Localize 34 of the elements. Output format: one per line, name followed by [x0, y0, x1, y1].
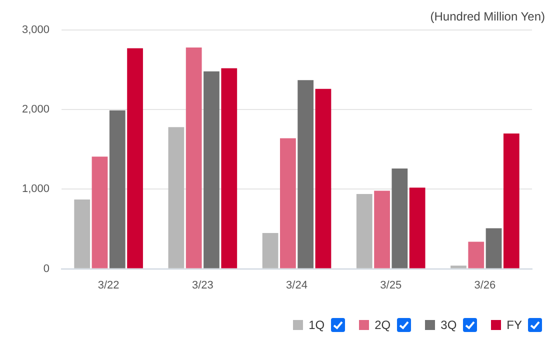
y-axis-title: (Hundred Million Yen)	[430, 9, 545, 24]
y-tick-label: 0	[43, 262, 50, 275]
bar	[315, 88, 332, 268]
bar	[409, 188, 426, 268]
bar	[356, 194, 372, 268]
bar	[280, 138, 296, 268]
bar	[298, 80, 314, 268]
bar	[127, 48, 143, 268]
x-tick-label: 3/23	[192, 279, 214, 292]
bar	[221, 68, 238, 268]
bar	[374, 190, 390, 268]
bar	[262, 232, 278, 268]
y-tick-label: 2,000	[22, 104, 50, 116]
y-tick-label: 1,000	[22, 183, 50, 196]
legend-label: FY	[506, 318, 522, 332]
bar	[486, 228, 502, 268]
legend-label: 3Q	[440, 318, 457, 332]
x-tick-label: 3/26	[474, 279, 496, 292]
bar	[74, 200, 90, 268]
x-tick-label: 3/22	[98, 279, 120, 292]
bar	[168, 127, 184, 268]
bar	[468, 242, 484, 268]
x-tick-label: 3/24	[286, 279, 308, 292]
bar	[186, 48, 202, 268]
x-tick-label: 3/25	[380, 279, 402, 292]
bar	[450, 266, 466, 268]
y-tick-label: 3,000	[22, 24, 50, 36]
bar	[204, 71, 220, 268]
bar	[392, 168, 408, 268]
bar	[92, 156, 108, 268]
legend-label: 2Q	[374, 318, 391, 332]
bar	[503, 133, 520, 268]
legend-label: 1Q	[308, 318, 325, 332]
bar	[109, 110, 126, 268]
